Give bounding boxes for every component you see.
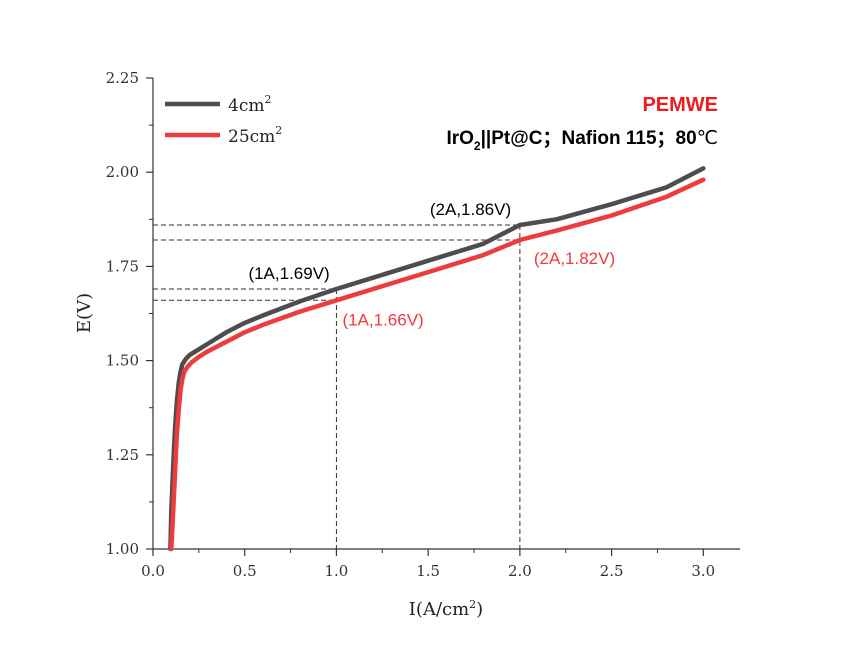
annotation-label: (1A,1.69V) — [248, 264, 329, 283]
annotation-label: (2A,1.86V) — [430, 200, 511, 219]
x-tick-label: 0.5 — [233, 562, 257, 580]
y-tick-label: 1.50 — [106, 352, 139, 370]
x-tick-label: 0.0 — [141, 562, 165, 580]
y-tick-label: 1.00 — [106, 540, 139, 558]
y-tick-label: 2.25 — [106, 69, 139, 87]
series-line-1 — [169, 177, 706, 552]
legend: 4cm2 25cm2 — [165, 93, 282, 147]
guide-lines — [153, 224, 521, 549]
y-tick-label: 1.25 — [106, 446, 139, 464]
legend-label-25cm2: 25cm2 — [228, 124, 282, 147]
chart-subtitle: IrO2||Pt@C；Nafion 115；80℃ — [446, 128, 718, 153]
annotation-label: (2A,1.82V) — [534, 249, 615, 268]
y-tick-label: 2.00 — [106, 163, 139, 181]
x-tick-label: 1.0 — [325, 562, 349, 580]
x-axis-label: I(A/cm2) — [409, 598, 483, 620]
annotation-label: (1A,1.66V) — [342, 310, 423, 329]
series-lines — [168, 166, 706, 552]
y-tick-label: 1.75 — [106, 257, 139, 275]
x-tick-label: 2.0 — [508, 562, 532, 580]
y-axis-label: E(V) — [74, 293, 95, 333]
x-tick-label: 2.5 — [600, 562, 624, 580]
x-tick-label: 1.5 — [416, 562, 440, 580]
series-line-0 — [168, 166, 706, 552]
x-tick-label: 3.0 — [691, 562, 715, 580]
annotations: (1A,1.69V) (1A,1.66V) (2A,1.86V) (2A,1.82V) — [248, 200, 615, 329]
chart-headline: PEMWE — [642, 94, 718, 116]
axes: 0.0 0.5 1.0 1.5 2.0 2.5 3.0 1.00 1.25 1.50 1.75 2.0… — [106, 69, 740, 580]
legend-label-4cm2: 4cm2 — [228, 93, 271, 116]
